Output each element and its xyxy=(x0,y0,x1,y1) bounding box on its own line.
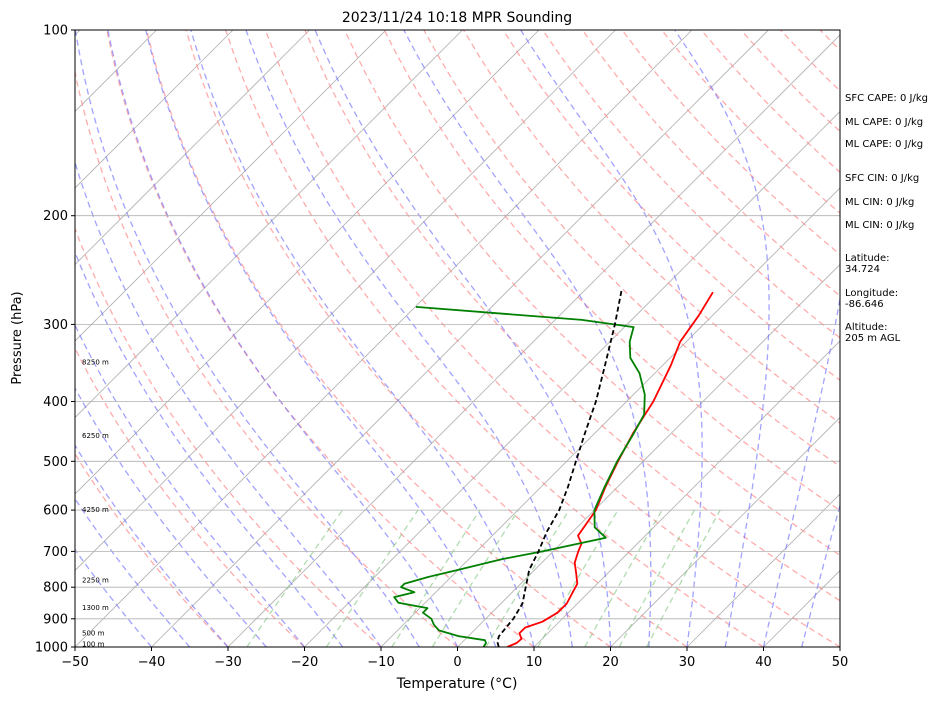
sfc-cin-text: SFC CIN: 0 J/kg xyxy=(845,173,919,184)
x-tick-label: −10 xyxy=(367,655,394,670)
y-tick-label: 1000 xyxy=(35,641,68,656)
x-tick-label: 30 xyxy=(679,655,696,670)
latitude-text: Latitude: 34.724 xyxy=(845,253,890,275)
altitude-text: Altitude: 205 m AGL xyxy=(845,322,900,344)
x-tick-label: 10 xyxy=(526,655,543,670)
y-tick-label: 200 xyxy=(43,209,68,224)
height-label: 1300 m xyxy=(82,604,109,612)
x-tick-label: −50 xyxy=(61,655,88,670)
y-axis-label: Pressure (hPa) xyxy=(10,291,25,384)
sfc-cape-text: SFC CAPE: 0 J/kg xyxy=(845,93,928,104)
y-tick-label: 300 xyxy=(43,318,68,333)
isotherm-line xyxy=(0,30,4,647)
height-label: 4250 m xyxy=(82,506,109,514)
x-tick-label: −30 xyxy=(214,655,241,670)
y-tick-label: 100 xyxy=(43,24,68,39)
plot-background xyxy=(75,30,840,647)
y-tick-label: 700 xyxy=(43,545,68,560)
y-tick-label: 800 xyxy=(43,581,68,596)
ml-cin-text-2: ML CIN: 0 J/kg xyxy=(845,220,914,231)
x-tick-label: −40 xyxy=(138,655,165,670)
x-tick-label: 40 xyxy=(755,655,772,670)
y-tick-label: 900 xyxy=(43,612,68,627)
ml-cape-text-2: ML CAPE: 0 J/kg xyxy=(845,139,923,150)
x-tick-label: 0 xyxy=(453,655,461,670)
height-label: 6250 m xyxy=(82,432,109,440)
x-tick-label: 50 xyxy=(832,655,849,670)
y-tick-label: 500 xyxy=(43,455,68,470)
longitude-text: Longitude: -86.646 xyxy=(845,288,898,310)
chart-title: 2023/11/24 10:18 MPR Sounding xyxy=(342,10,572,26)
height-label: 2250 m xyxy=(82,576,109,584)
y-tick-label: 600 xyxy=(43,504,68,519)
x-tick-label: 20 xyxy=(602,655,619,670)
height-label: 8250 m xyxy=(82,359,109,367)
height-label: 500 m xyxy=(82,629,105,637)
x-axis-label: Temperature (°C) xyxy=(396,676,518,692)
x-tick-label: −20 xyxy=(291,655,318,670)
y-tick-label: 400 xyxy=(43,395,68,410)
ml-cin-text: ML CIN: 0 J/kg xyxy=(845,197,914,208)
ml-cape-text: ML CAPE: 0 J/kg xyxy=(845,117,923,128)
